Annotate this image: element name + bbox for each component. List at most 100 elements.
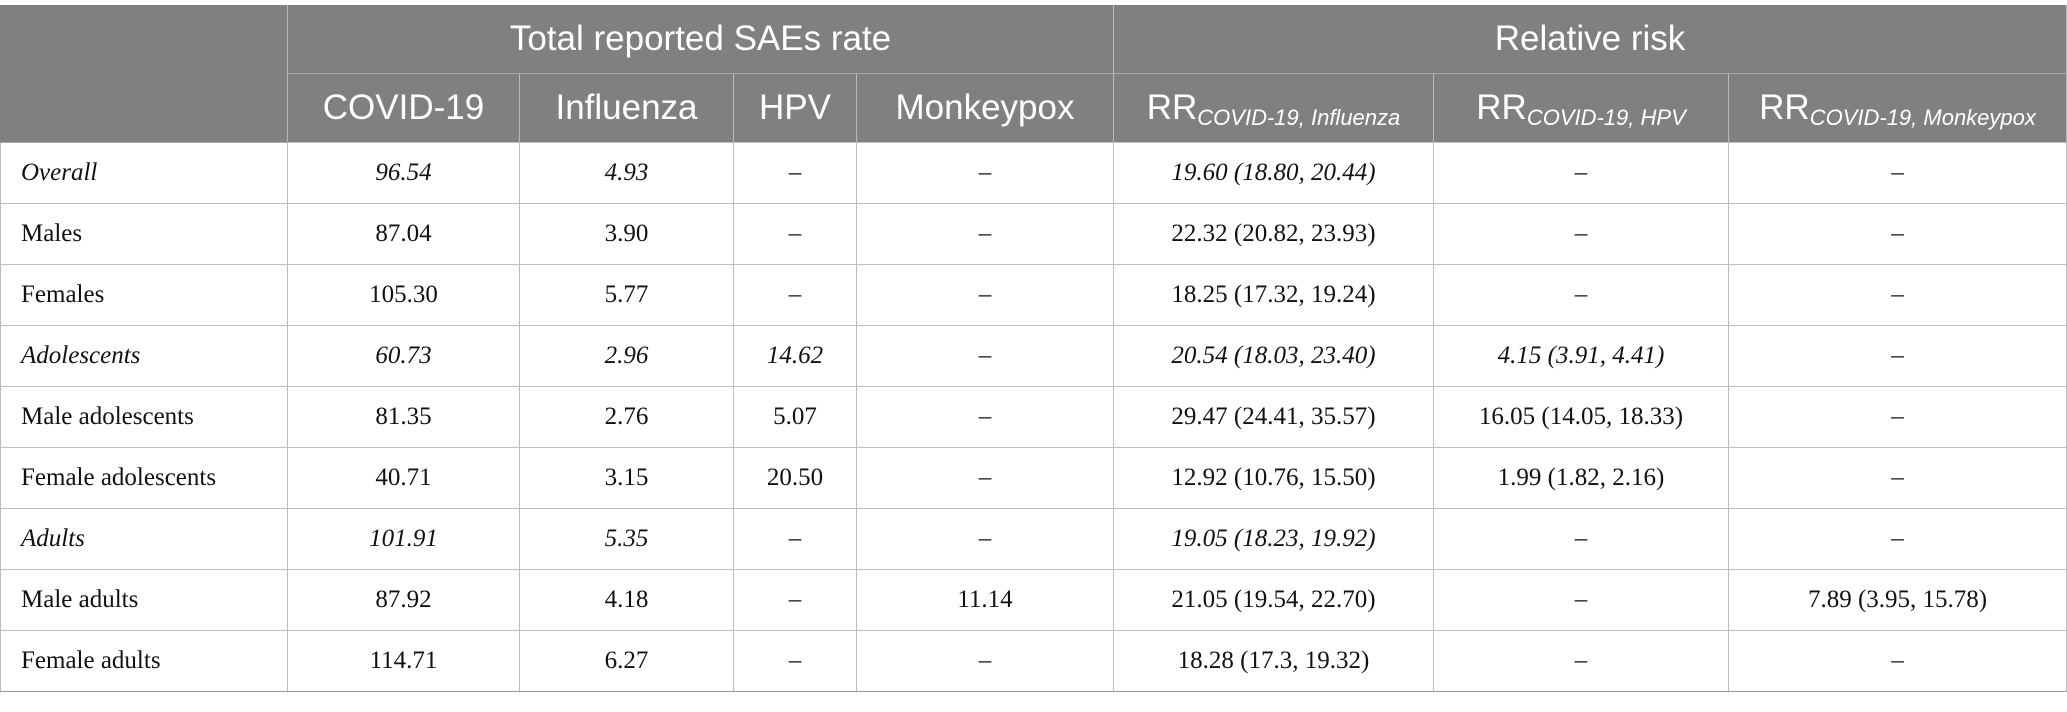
table-cell: 11.14	[856, 569, 1114, 631]
table-container: Total reported SAEs rate Relative risk C…	[0, 5, 2067, 692]
corner-header-cell	[0, 5, 288, 143]
table-cell: 101.91	[287, 508, 520, 570]
table-cell: 96.54	[287, 142, 520, 204]
table-cell: 18.25 (17.32, 19.24)	[1113, 264, 1434, 326]
table-cell: –	[856, 325, 1114, 387]
table-cell: 5.07	[733, 386, 857, 448]
table-cell: 40.71	[287, 447, 520, 509]
table-row: Male adolescents 81.35 2.76 5.07–29.47 (24.…	[0, 386, 2067, 448]
row-label: Males	[0, 203, 288, 265]
table-cell: 4.93	[519, 142, 734, 204]
table-row: Females 105.30 5.77– –18.25 (17.32, 19.24) –…	[0, 264, 2067, 326]
table-cell: 4.18	[519, 569, 734, 631]
rr-prefix: RR	[1759, 88, 1810, 127]
table-cell: –	[1727, 386, 2067, 448]
table-cell: 18.28 (17.3, 19.32)	[1113, 630, 1434, 692]
table-cell: –	[733, 142, 857, 204]
table-cell: –	[1727, 264, 2067, 326]
table-cell: –	[856, 447, 1114, 509]
table-cell: –	[733, 569, 857, 631]
table-cell: –	[1433, 508, 1729, 570]
table-body: Overall 96.54 4.93– –19.60 (18.80, 20.44) – –…	[0, 142, 2067, 692]
table-cell: 60.73	[287, 325, 520, 387]
table-cell: 12.92 (10.76, 15.50)	[1113, 447, 1434, 509]
table-cell: 6.27	[519, 630, 734, 692]
table-cell: –	[1727, 508, 2067, 570]
table-cell: 5.77	[519, 264, 734, 326]
row-label: Adults	[0, 508, 288, 570]
table-cell: –	[1727, 203, 2067, 265]
column-header-rr-hpv: RRCOVID-19, HPV	[1433, 73, 1729, 143]
table-cell: 1.99 (1.82, 2.16)	[1433, 447, 1729, 509]
table-cell: 87.04	[287, 203, 520, 265]
table-row: Adults 101.91 5.35– –19.05 (18.23, 19.92) – –	[0, 508, 2067, 570]
table-cell: 2.96	[519, 325, 734, 387]
table-cell: 5.35	[519, 508, 734, 570]
group-header-sae-rate: Total reported SAEs rate	[287, 5, 1114, 74]
table-cell: 114.71	[287, 630, 520, 692]
table-row: Female adolescents 40.71 3.15 20.50–12.92 (…	[0, 447, 2067, 509]
table-cell: –	[733, 203, 857, 265]
row-label: Female adults	[0, 630, 288, 692]
column-header-influenza: Influenza	[519, 73, 734, 143]
table-cell: 20.54 (18.03, 23.40)	[1113, 325, 1434, 387]
table-cell: 3.90	[519, 203, 734, 265]
table-row: Overall 96.54 4.93– –19.60 (18.80, 20.44) – –	[0, 142, 2067, 204]
column-header-hpv: HPV	[733, 73, 857, 143]
table-cell: 19.05 (18.23, 19.92)	[1113, 508, 1434, 570]
table-cell: 105.30	[287, 264, 520, 326]
table-cell: 22.32 (20.82, 23.93)	[1113, 203, 1434, 265]
table-cell: 20.50	[733, 447, 857, 509]
table-cell: –	[1433, 630, 1729, 692]
table-cell: –	[856, 508, 1114, 570]
table-cell: 4.15 (3.91, 4.41)	[1433, 325, 1729, 387]
column-header-rr-monkeypox: RRCOVID-19, Monkeypox	[1727, 73, 2067, 143]
row-label: Overall	[0, 142, 288, 204]
table-cell: –	[856, 142, 1114, 204]
table-cell: 19.60 (18.80, 20.44)	[1113, 142, 1434, 204]
table-cell: –	[856, 264, 1114, 326]
column-header-monkeypox: Monkeypox	[856, 73, 1114, 143]
table-cell: –	[733, 264, 857, 326]
rr-subscript: COVID-19, HPV	[1526, 105, 1686, 130]
rr-prefix: RR	[1476, 88, 1527, 127]
rr-subscript: COVID-19, Monkeypox	[1809, 105, 2036, 130]
row-label: Male adolescents	[0, 386, 288, 448]
table-cell: –	[1727, 447, 2067, 509]
column-header-rr-influenza: RRCOVID-19, Influenza	[1113, 73, 1434, 143]
row-label: Male adults	[0, 569, 288, 631]
table-cell: 16.05 (14.05, 18.33)	[1433, 386, 1729, 448]
rr-prefix: RR	[1146, 88, 1198, 127]
table-cell: –	[1727, 325, 2067, 387]
column-header-covid: COVID-19	[287, 73, 520, 143]
table-cell: 81.35	[287, 386, 520, 448]
table-cell: 14.62	[733, 325, 857, 387]
table-cell: 3.15	[519, 447, 734, 509]
table-cell: –	[1433, 203, 1729, 265]
row-label: Females	[0, 264, 288, 326]
table-cell: –	[856, 630, 1114, 692]
table-cell: –	[856, 203, 1114, 265]
table-cell: 87.92	[287, 569, 520, 631]
table-row: Male adults 87.92 4.18–11.14 21.05 (19.54, …	[0, 569, 2067, 631]
table-row: Adolescents 60.73 2.96 14.62–20.54 (18.03, …	[0, 325, 2067, 387]
row-label: Adolescents	[0, 325, 288, 387]
table-cell: 21.05 (19.54, 22.70)	[1113, 569, 1434, 631]
table-cell: –	[1727, 142, 2067, 204]
table-cell: –	[1433, 142, 1729, 204]
group-header-relative-risk: Relative risk	[1112, 5, 2067, 74]
sae-rates-table: Total reported SAEs rate Relative risk C…	[0, 5, 2067, 692]
table-cell: –	[733, 630, 857, 692]
table-cell: –	[1433, 264, 1729, 326]
table-cell: –	[856, 386, 1114, 448]
table-cell: –	[733, 508, 857, 570]
table-cell: 29.47 (24.41, 35.57)	[1113, 386, 1434, 448]
table-cell: –	[1727, 630, 2067, 692]
rr-subscript: COVID-19, Influenza	[1197, 105, 1401, 130]
row-label: Female adolescents	[0, 447, 288, 509]
table-cell: 7.89 (3.95, 15.78)	[1727, 569, 2067, 631]
table-row: Female adults 114.71 6.27– –18.28 (17.3, 19…	[0, 630, 2067, 692]
table-cell: –	[1433, 569, 1729, 631]
table-row: Males 87.04 3.90– –22.32 (20.82, 23.93) – –	[0, 203, 2067, 265]
table-cell: 2.76	[519, 386, 734, 448]
